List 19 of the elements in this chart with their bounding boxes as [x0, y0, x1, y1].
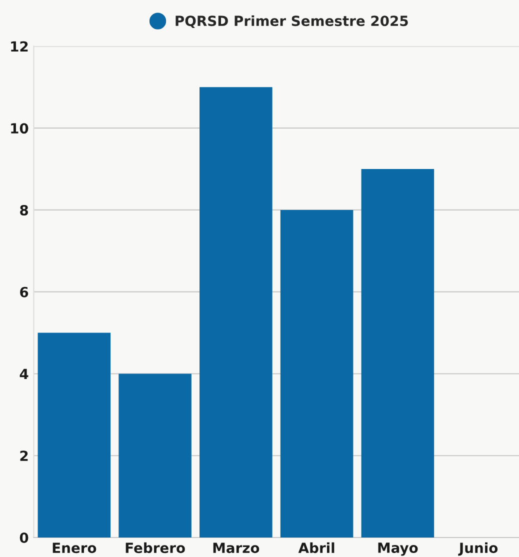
x-tick-label: Junio: [458, 542, 498, 556]
bar: [38, 332, 111, 538]
bar: [361, 169, 434, 538]
bar: [118, 374, 192, 538]
y-tick-label: 6: [20, 286, 28, 298]
y-tick-label: 8: [20, 204, 28, 216]
x-tick-label: Febrero: [126, 542, 185, 554]
y-tick-label: 10: [11, 123, 28, 134]
bar: [200, 87, 272, 538]
y-tick-label: 4: [20, 368, 28, 380]
y-tick-label: 0: [20, 532, 28, 543]
x-tick-label: Mayo: [378, 542, 418, 556]
x-tick-label: Abril: [298, 542, 334, 554]
legend-label: PQRSD Primer Semestre 2025: [176, 15, 408, 28]
x-tick-label: Marzo: [213, 542, 260, 554]
y-tick-label: 12: [11, 41, 28, 52]
y-tick-label: 2: [20, 450, 28, 461]
x-tick-label: Enero: [52, 542, 96, 554]
bar: [280, 210, 354, 538]
